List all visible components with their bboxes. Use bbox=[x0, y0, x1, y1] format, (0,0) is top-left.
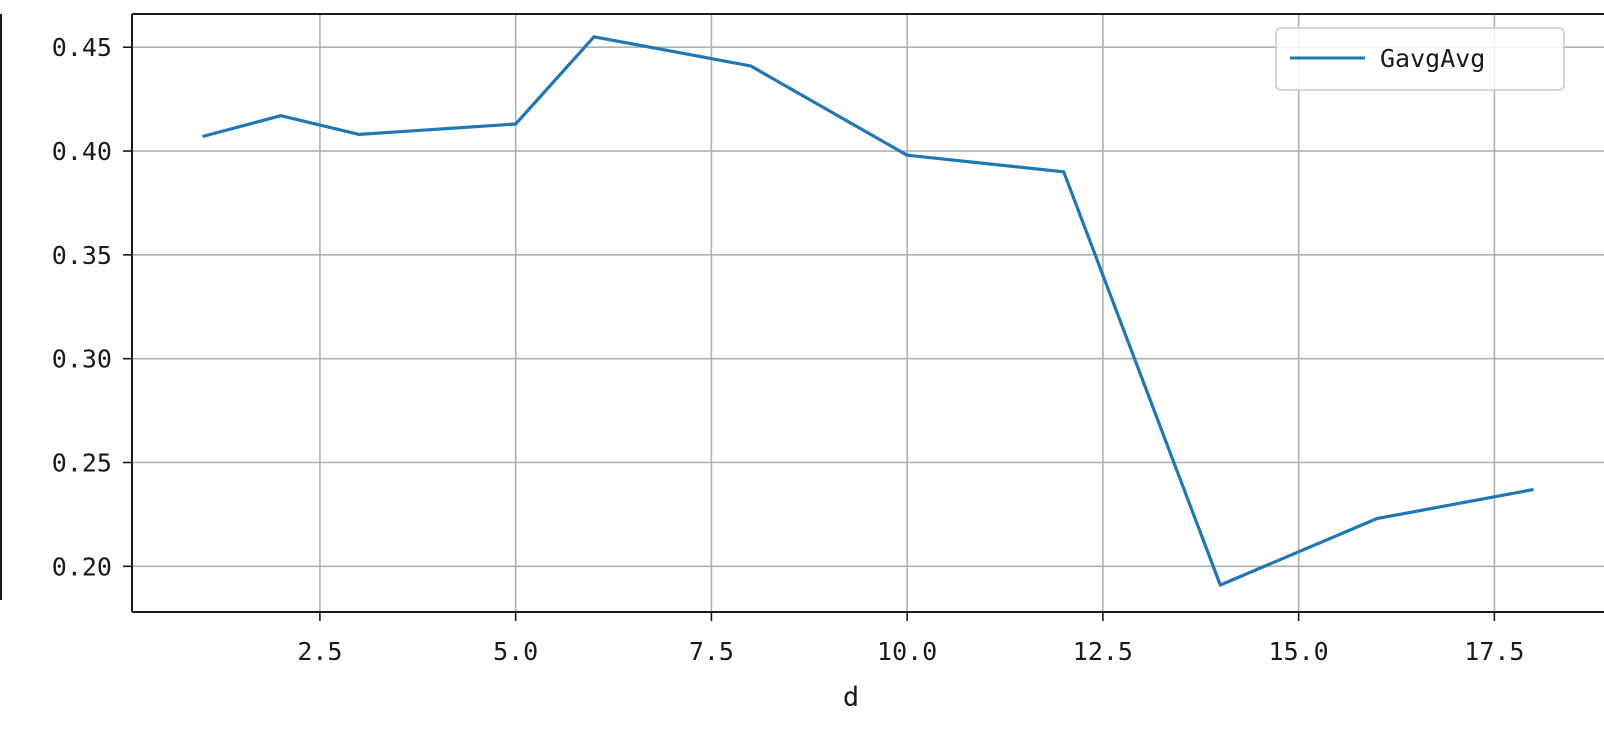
x-tick-label: 15.0 bbox=[1269, 637, 1329, 666]
y-tick-label: 0.30 bbox=[52, 345, 112, 374]
y-tick-label: 0.35 bbox=[52, 241, 112, 270]
x-tick-label: 5.0 bbox=[493, 637, 538, 666]
x-tick-label: 10.0 bbox=[877, 637, 937, 666]
legend-label: GavgAvg bbox=[1380, 44, 1485, 73]
x-tick-label: 12.5 bbox=[1073, 637, 1133, 666]
x-axis-title: d bbox=[843, 682, 859, 713]
y-tick-label: 0.40 bbox=[52, 137, 112, 166]
y-tick-label: 0.25 bbox=[52, 449, 112, 478]
x-tick-label: 2.5 bbox=[297, 637, 342, 666]
axes bbox=[0, 13, 1604, 613]
x-tick-label: 7.5 bbox=[689, 637, 734, 666]
series-line bbox=[202, 35, 1534, 587]
y-tick-label: 0.20 bbox=[52, 552, 112, 581]
grid bbox=[132, 14, 1604, 612]
x-tick-label: 17.5 bbox=[1464, 637, 1524, 666]
ticks: 2.5 5.0 7.5 10.0 12.5 15.0 17.5 0.20 0.25 0.30 0.3… bbox=[52, 33, 1525, 666]
legend: GavgAvg bbox=[1275, 27, 1565, 91]
y-tick-label: 0.45 bbox=[52, 33, 112, 62]
legend-box bbox=[1275, 27, 1565, 91]
series-layer bbox=[202, 35, 1534, 587]
